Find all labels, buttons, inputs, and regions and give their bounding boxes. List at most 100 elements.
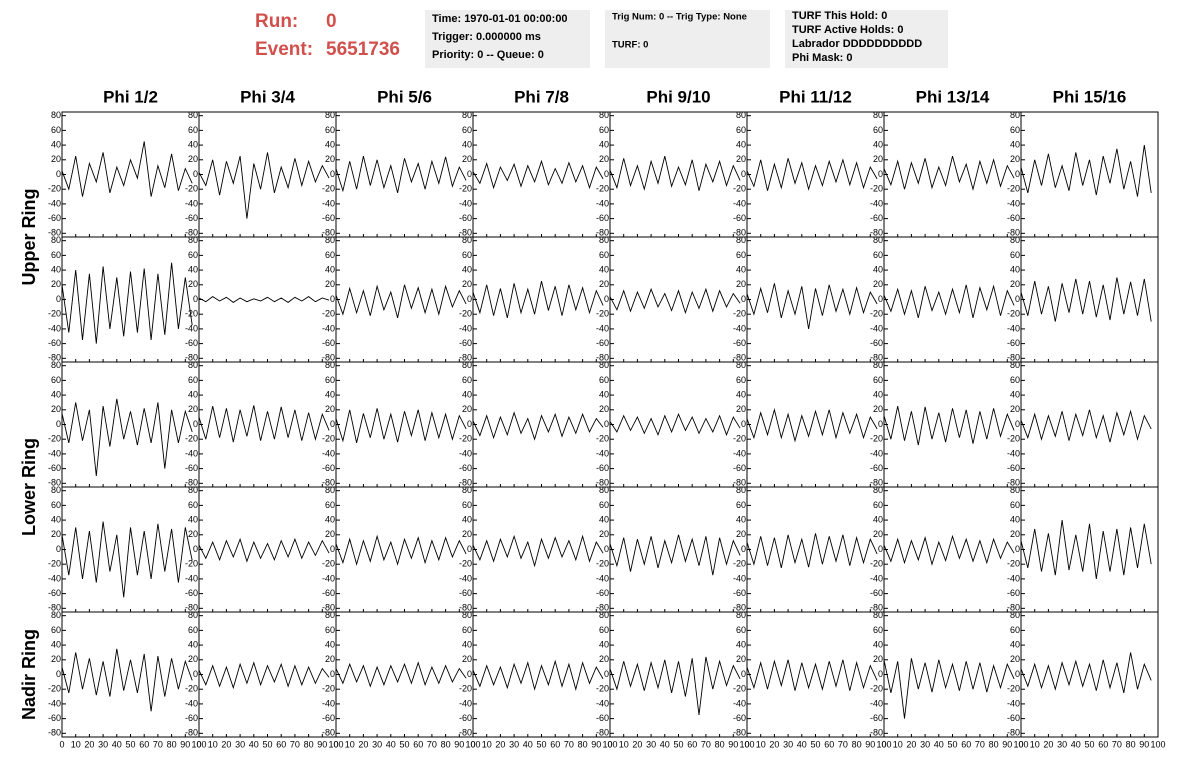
waveform (198, 537, 330, 563)
y-tick-label: 20 (462, 154, 472, 164)
panel-frame (198, 236, 337, 363)
x-tick-label: 10 (482, 739, 492, 749)
column-title: Phi 3/4 (240, 87, 295, 106)
y-tick-label: 0 (193, 294, 198, 304)
column-title: Phi 13/14 (916, 87, 990, 106)
y-tick-label: 20 (462, 654, 472, 664)
waveform (335, 661, 467, 688)
panel-frame (61, 361, 200, 488)
column-title: Phi 7/8 (514, 87, 569, 106)
y-tick-label: 0 (193, 169, 198, 179)
y-tick-label: -20 (733, 559, 746, 569)
panel-frame (335, 236, 474, 363)
panel-frame (335, 361, 474, 488)
x-tick-label: 70 (153, 739, 163, 749)
column-title: Phi 11/12 (779, 87, 852, 106)
panel-frame (609, 236, 748, 363)
y-tick-label: 20 (325, 529, 335, 539)
y-tick-label: 60 (873, 125, 883, 135)
y-tick-label: 40 (736, 639, 746, 649)
y-tick-label: 60 (1010, 375, 1020, 385)
y-tick-label: 60 (325, 500, 335, 510)
y-tick-label: 60 (1010, 625, 1020, 635)
x-tick-label: 20 (221, 739, 231, 749)
column-title: Phi 9/10 (646, 87, 710, 106)
y-tick-label: -80 (459, 603, 472, 613)
panel-frame (198, 611, 337, 738)
y-tick-label: 0 (878, 419, 883, 429)
y-tick-label: 0 (878, 544, 883, 554)
y-tick-label: 0 (741, 169, 746, 179)
y-tick-label: -20 (1007, 684, 1020, 694)
y-tick-label: -60 (1007, 463, 1020, 473)
y-tick-label: -60 (596, 588, 609, 598)
x-tick-label: 20 (358, 739, 368, 749)
x-tick-label: 90 (317, 739, 327, 749)
x-tick-label: 40 (112, 739, 122, 749)
y-tick-label: -20 (48, 559, 61, 569)
y-tick-label: 20 (51, 654, 61, 664)
y-tick-label: 0 (330, 419, 335, 429)
panel-frame (198, 486, 337, 613)
y-tick-label: 60 (188, 125, 198, 135)
y-tick-label: -40 (459, 448, 472, 458)
y-tick-label: 20 (188, 154, 198, 164)
turf-info: TURF: 0 (612, 40, 648, 51)
y-tick-label: 40 (462, 389, 472, 399)
y-tick-label: 80 (1010, 610, 1020, 620)
x-tick-label: 0 (1018, 739, 1023, 749)
x-tick-label: 70 (290, 739, 300, 749)
waveform (883, 284, 1015, 319)
y-tick-label: -80 (459, 478, 472, 488)
x-tick-label: 10 (619, 739, 629, 749)
y-tick-label: 40 (599, 264, 609, 274)
y-tick-label: -40 (733, 323, 746, 333)
y-tick-label: 0 (604, 544, 609, 554)
y-tick-label: -40 (733, 448, 746, 458)
y-tick-label: 20 (462, 279, 472, 289)
y-tick-label: -60 (596, 338, 609, 348)
y-tick-label: 0 (330, 669, 335, 679)
x-tick-label: 60 (276, 739, 286, 749)
y-tick-label: -80 (1007, 603, 1020, 613)
y-tick-label: 20 (325, 404, 335, 414)
y-tick-label: 40 (736, 514, 746, 524)
x-tick-label: 90 (1002, 739, 1012, 749)
y-tick-label: 60 (1010, 500, 1020, 510)
x-tick-label: 0 (59, 739, 64, 749)
y-tick-label: 0 (330, 169, 335, 179)
trig-num-info: Trig Num: 0 -- Trig Type: None (612, 12, 747, 23)
y-tick-label: -40 (596, 198, 609, 208)
y-tick-label: 60 (51, 500, 61, 510)
y-tick-label: -40 (733, 198, 746, 208)
y-tick-label: 60 (873, 375, 883, 385)
y-tick-label: 20 (1010, 529, 1020, 539)
y-tick-label: -80 (322, 353, 335, 363)
y-tick-label: -20 (322, 684, 335, 694)
y-tick-label: -20 (870, 684, 883, 694)
y-tick-label: -60 (459, 713, 472, 723)
x-tick-label: 100 (876, 739, 891, 749)
y-tick-label: -20 (1007, 559, 1020, 569)
y-tick-label: -40 (1007, 698, 1020, 708)
x-tick-label: 60 (550, 739, 560, 749)
y-tick-label: -20 (459, 684, 472, 694)
y-tick-label: 60 (462, 125, 472, 135)
y-tick-label: -20 (596, 434, 609, 444)
y-tick-label: 80 (599, 360, 609, 370)
x-tick-label: 100 (328, 739, 343, 749)
y-tick-label: 80 (51, 360, 61, 370)
y-tick-label: 20 (736, 404, 746, 414)
waveform (472, 159, 604, 190)
info-box (425, 10, 590, 68)
y-tick-label: 40 (1010, 389, 1020, 399)
info-box (785, 10, 948, 68)
y-tick-label: -40 (870, 323, 883, 333)
y-tick-label: -20 (48, 184, 61, 194)
y-tick-label: -80 (48, 728, 61, 738)
y-tick-label: 80 (462, 485, 472, 495)
y-tick-label: 60 (736, 125, 746, 135)
waveform (1020, 277, 1152, 322)
y-tick-label: 40 (1010, 139, 1020, 149)
y-tick-label: -60 (459, 463, 472, 473)
